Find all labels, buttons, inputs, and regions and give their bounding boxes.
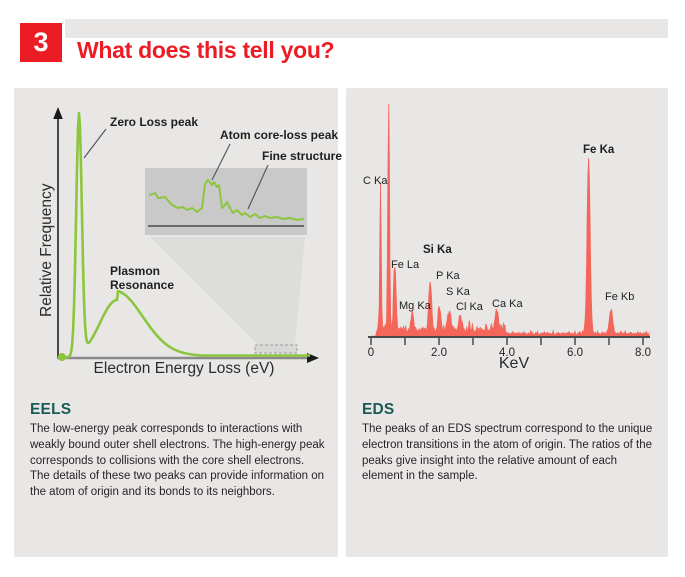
y-axis-arrow-icon bbox=[53, 107, 63, 119]
eels-panel: Relative Frequency Electron Energy Loss … bbox=[14, 88, 342, 557]
section-number-box: 3 bbox=[20, 23, 62, 62]
eds-peak-label-fe-la: Fe La bbox=[391, 259, 420, 271]
eds-peak-label-mg-ka: Mg Ka bbox=[399, 300, 431, 312]
eds-peak-label-fe-kb: Fe Kb bbox=[605, 291, 635, 303]
eels-spectrum-curve bbox=[61, 111, 311, 359]
callout-line-2 bbox=[211, 143, 231, 181]
eds-panel: KeV 0 2.0 4.0 6.0 8.0 C Ka Fe La Mg Ka Si Ka P Ka… bbox=[346, 88, 668, 557]
eels-annotation-0: Zero Loss peak bbox=[110, 115, 199, 129]
eels-chart bbox=[53, 107, 319, 363]
eels-x-axis-label: Electron Energy Loss (eV) bbox=[93, 360, 275, 377]
eds-x-axis-label: KeV bbox=[498, 355, 530, 372]
eds-description: The peaks of an EDS spectrum correspond … bbox=[362, 423, 653, 483]
zoom-source-dashed-rect bbox=[254, 344, 298, 354]
inset-fine-structure-curve bbox=[149, 179, 304, 221]
eds-heading: EDS bbox=[362, 401, 395, 418]
eds-peak-label-si-ka: Si Ka bbox=[423, 244, 452, 256]
eels-y-axis-label: Relative Frequency bbox=[38, 183, 55, 317]
eds-tick-label-0: 0 bbox=[367, 347, 375, 359]
eds-tick-label-2.0: 2.0 bbox=[431, 347, 447, 359]
eds-tick-label-8.0: 8.0 bbox=[635, 347, 651, 359]
eds-peak-label-c-ka: C Ka bbox=[363, 175, 388, 187]
page-title: What does this tell you? bbox=[77, 37, 335, 63]
zoom-funnel bbox=[150, 237, 305, 345]
eds-chart bbox=[368, 103, 650, 345]
eds-peak-label-p-ka: P Ka bbox=[436, 270, 460, 282]
origin-dot bbox=[58, 353, 66, 361]
section-number: 3 bbox=[33, 27, 49, 57]
inset-box bbox=[145, 168, 307, 235]
eds-peak-label-fe-ka: Fe Ka bbox=[583, 144, 615, 156]
callout-line-0 bbox=[83, 128, 107, 159]
eds-peak-label-ca-ka: Ca Ka bbox=[492, 298, 523, 310]
eds-spectrum-area bbox=[372, 103, 650, 338]
eels-annotation-2: Atom core-loss peak bbox=[220, 128, 339, 142]
eds-peak-label-cl-ka: Cl Ka bbox=[456, 301, 483, 313]
eels-annotation-3: Fine structure bbox=[262, 149, 343, 163]
eels-annotation-1: Plasmon Resonance bbox=[110, 264, 175, 292]
eds-peak-label-s-ka: S Ka bbox=[446, 286, 470, 298]
eels-description: The low-energy peak corresponds to inter… bbox=[30, 423, 325, 499]
header-gray-bar bbox=[65, 19, 668, 38]
eels-heading: EELS bbox=[30, 401, 72, 418]
eds-tick-label-4.0: 4.0 bbox=[499, 347, 515, 359]
callout-line-3 bbox=[247, 164, 269, 210]
eds-tick-label-6.0: 6.0 bbox=[567, 347, 583, 359]
